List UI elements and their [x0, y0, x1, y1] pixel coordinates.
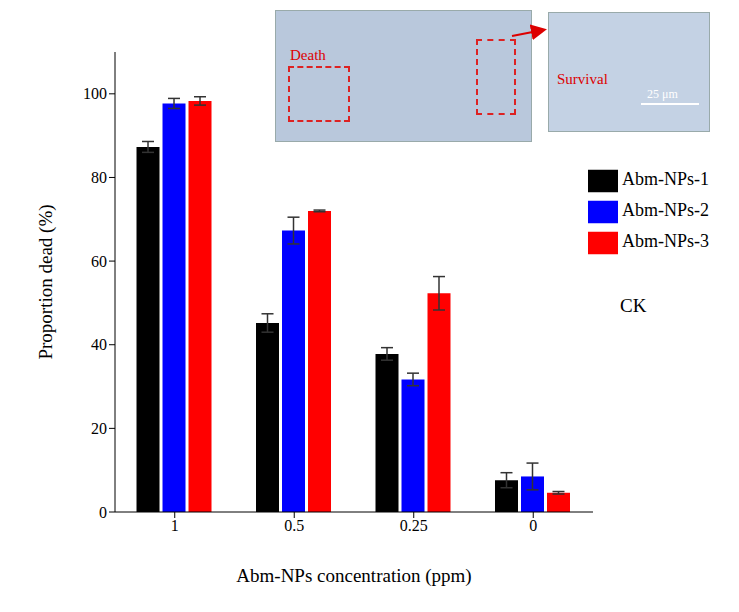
html-text:Survival: Survival	[557, 71, 608, 87]
svg-text:Abm-NPs concentration (ppm): Abm-NPs concentration (ppm)	[236, 565, 471, 587]
svg-text:1: 1	[171, 517, 179, 534]
html-text:Death: Death	[290, 47, 326, 63]
html-text:25 μm: 25 μm	[647, 87, 678, 101]
svg-text:80: 80	[91, 169, 107, 186]
svg-text:100: 100	[83, 85, 107, 102]
svg-text:20: 20	[91, 420, 107, 437]
html-text:CK: CK	[620, 295, 647, 316]
html-text:Abm-NPs-2: Abm-NPs-2	[622, 199, 709, 220]
svg-text:0: 0	[529, 517, 537, 534]
svg-text:0: 0	[99, 504, 107, 521]
html-text:Abm-NPs-1: Abm-NPs-1	[622, 169, 709, 189]
svg-text:0.25: 0.25	[400, 517, 428, 534]
svg-text:60: 60	[91, 253, 107, 270]
svg-text:40: 40	[91, 336, 107, 353]
svg-text:0.5: 0.5	[284, 517, 304, 534]
svg-text:Proportion dead (%): Proportion dead (%)	[35, 204, 57, 359]
html-text:Abm-NPs-3: Abm-NPs-3	[622, 230, 709, 251]
